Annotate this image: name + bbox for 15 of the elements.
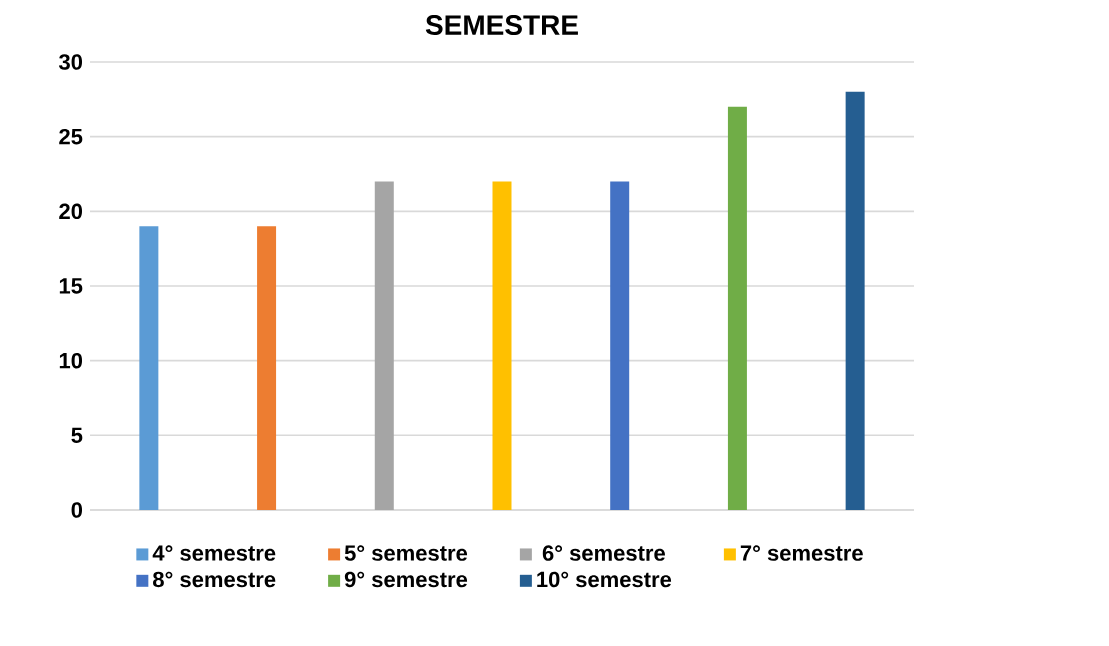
y-tick-label: 10 bbox=[59, 352, 83, 369]
legend-label: 7° semestre bbox=[740, 545, 863, 561]
legend-label: 6° semestre bbox=[542, 545, 665, 561]
y-tick-label: 30 bbox=[58, 54, 83, 70]
y-tick-label: 25 bbox=[59, 128, 83, 145]
legend-label: 9° semestre bbox=[344, 571, 468, 588]
legend-label: 5° semestre bbox=[344, 545, 468, 561]
legend-label: 4° semestre bbox=[152, 545, 276, 561]
y-tick-label: 15 bbox=[59, 278, 83, 294]
legend-label: 10° semestre bbox=[537, 571, 672, 588]
legend-label: 8° semestre bbox=[153, 571, 276, 588]
y-tick-label: 0 bbox=[71, 502, 83, 518]
y-tick-label: 5 bbox=[71, 427, 83, 443]
chart-title: SEMESTRE bbox=[425, 15, 578, 35]
y-tick-label: 20 bbox=[59, 203, 83, 220]
